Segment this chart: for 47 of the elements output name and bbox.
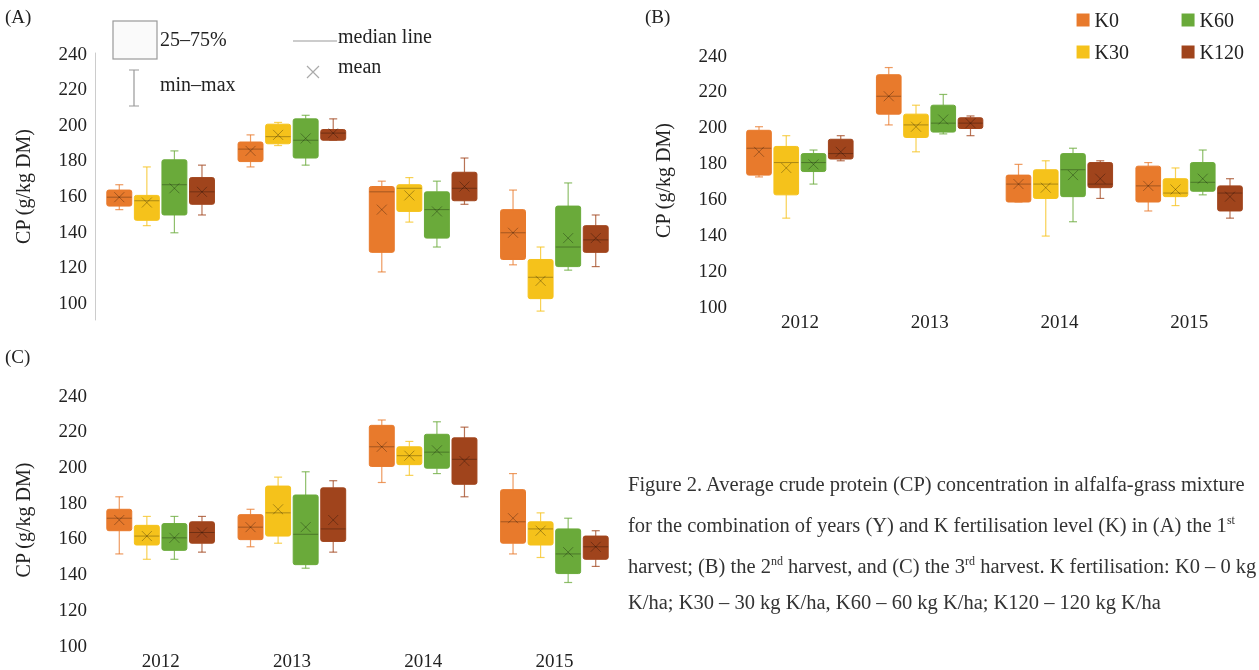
y-tick-label: 200 xyxy=(698,116,727,138)
legend-label: K30 xyxy=(1094,41,1130,63)
y-tick-label: 120 xyxy=(698,259,727,281)
text: Figure 2. Average crude protein (CP) concentration in alfalfa-grass mixture for the combination of years (Y) and K fertilisation level (K) in (A) the 1$^{st}$ harvest; (B) the 2$^{nd}$ harvest, and (C) the 3$^{rd}$ harvest. K fertilisation: K0 – 0 kg K/ha; K30 – 30 kg K/ha, K60 – 60 kg K/ha; K120 – 120 kg K/ha xyxy=(628,473,1257,613)
text: median line xyxy=(338,25,432,48)
y-tick-label: 180 xyxy=(58,149,87,171)
y-tick-label: 140 xyxy=(58,220,87,242)
y-tick-label: 160 xyxy=(58,527,87,549)
y-tick-label: 140 xyxy=(698,223,727,245)
y-tick-label: 100 xyxy=(58,634,87,656)
x-tick-label: 2015 xyxy=(535,650,574,670)
y-tick-label: 200 xyxy=(58,113,87,135)
y-tick-label: 160 xyxy=(698,187,727,209)
legend-label: K60 xyxy=(1199,9,1235,31)
y-tick-label: 240 xyxy=(58,384,87,406)
y-tick-label: 100 xyxy=(58,291,87,313)
x-tick-label: 2013 xyxy=(272,650,311,670)
x-tick-label: 2012 xyxy=(780,311,819,332)
x-tick-label: 2015 xyxy=(1170,311,1209,332)
y-tick-label: 220 xyxy=(58,420,87,442)
annotation: mean xyxy=(338,55,382,78)
annotation: min–max xyxy=(160,73,236,96)
y-tick-label: 240 xyxy=(58,42,87,64)
x-tick-label: 2014 xyxy=(1040,311,1079,332)
chart-title: (A) xyxy=(5,6,32,28)
y-tick-label: 240 xyxy=(698,44,727,66)
y-tick-label: 200 xyxy=(58,455,87,477)
y-tick-label: 120 xyxy=(58,598,87,620)
y-tick-label: 180 xyxy=(698,152,727,174)
legend-label: K0 xyxy=(1094,9,1120,31)
chart-title: (C) xyxy=(5,346,31,368)
y-axis-title: CP (g/kg DM) xyxy=(12,462,35,578)
y-tick-label: 160 xyxy=(58,184,87,206)
y-tick-label: 220 xyxy=(58,78,87,100)
legend-label: K120 xyxy=(1199,41,1245,63)
x-tick-label: 2013 xyxy=(910,311,949,332)
y-axis-title: CP (g/kg DM) xyxy=(652,123,675,238)
y-tick-label: 100 xyxy=(698,295,727,317)
x-tick-label: 2012 xyxy=(141,650,180,670)
y-tick-label: 140 xyxy=(58,563,87,585)
y-axis-title: CP (g/kg DM) xyxy=(12,129,35,244)
chart-title: (B) xyxy=(645,6,671,28)
y-tick-label: 180 xyxy=(58,491,87,513)
y-tick-label: 220 xyxy=(698,80,727,102)
text: 25–75% xyxy=(160,28,227,51)
y-tick-label: 120 xyxy=(58,256,87,278)
x-tick-label: 2014 xyxy=(404,650,443,670)
